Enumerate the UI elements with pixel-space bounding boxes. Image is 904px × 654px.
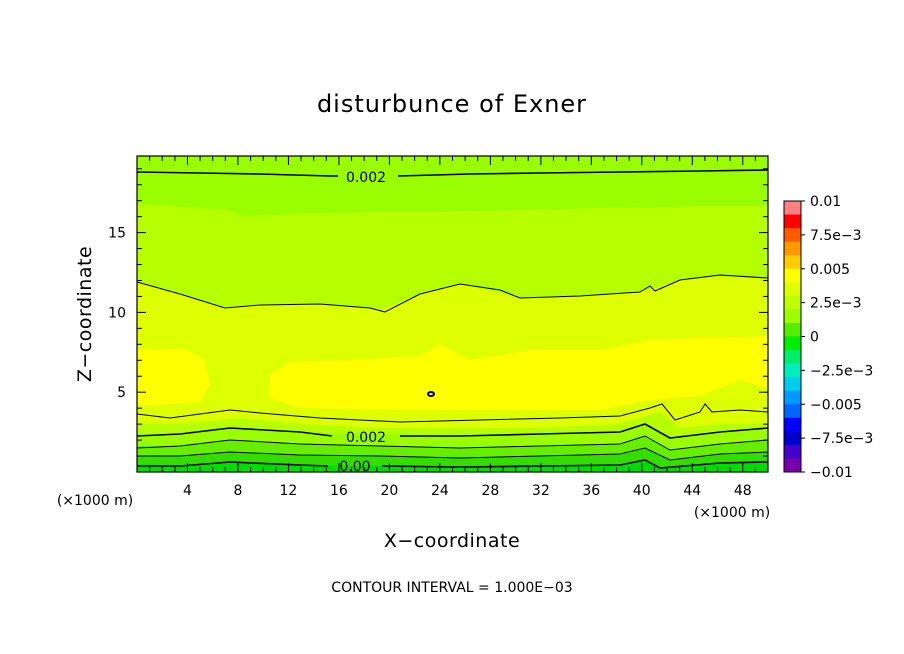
colorbar-swatch	[784, 404, 801, 419]
colorbar-swatch	[784, 431, 801, 446]
colorbar-labels: 0.01 7.5e−3 0.005 2.5e−3 0 −2.5e−3 −0.005 −7.5e…	[801, 194, 873, 481]
colorbar-swatch	[784, 255, 801, 270]
contour-interval-note: CONTOUR INTERVAL = 1.000E−03	[331, 580, 572, 596]
colorbar-swatch	[784, 214, 801, 229]
colorbar-swatch	[784, 241, 801, 256]
colorbar-label: −2.5e−3	[810, 363, 873, 379]
band-yellow-core	[137, 336, 768, 410]
colorbar-swatch	[784, 390, 801, 405]
x-axis-label: X−coordinate	[384, 530, 520, 552]
colorbar-swatch	[784, 444, 801, 459]
band-green-4	[137, 460, 768, 472]
x-axis-ticks: 4 8 12 16 20 24 28 32 36 40 44 48	[149, 156, 756, 499]
colorbar-swatch	[784, 282, 801, 297]
x-tick-label: 40	[633, 483, 651, 499]
x-unit-label-left: (×1000 m)	[57, 493, 133, 509]
y-axis-label: Z−coordinate	[74, 246, 96, 382]
x-tick-label: 48	[734, 483, 752, 499]
x-tick-label: 24	[431, 483, 449, 499]
colorbar-swatch	[784, 363, 801, 378]
x-tick-label: 28	[481, 483, 499, 499]
contour-line-lower-2	[137, 423, 768, 439]
colorbar-label: −0.005	[810, 397, 862, 413]
x-unit-label-right: (×1000 m)	[694, 505, 770, 521]
y-tick-label: 15	[108, 226, 126, 242]
contour-line-lower-4	[137, 447, 768, 461]
contour-line-lower-1	[137, 403, 768, 423]
colorbar-swatch	[784, 377, 801, 392]
contour-line-zero	[137, 459, 768, 469]
contour-small-closed	[427, 391, 435, 397]
x-tick-label: 36	[582, 483, 600, 499]
contour-label-mid: 0.002	[346, 430, 386, 446]
colorbar-swatch	[784, 336, 801, 351]
contour-line-mid	[137, 274, 768, 313]
x-tick-label: 8	[233, 483, 242, 499]
y-tick-label: 5	[117, 385, 126, 401]
contour-label-top: 0.002	[346, 170, 386, 186]
colorbar-swatch	[784, 417, 801, 432]
contour-lines	[137, 169, 768, 469]
colorbar	[784, 201, 801, 473]
x-tick-label: 44	[683, 483, 701, 499]
colorbar-swatch	[784, 350, 801, 365]
colorbar-label: −7.5e−3	[810, 431, 873, 447]
colorbar-swatch	[784, 201, 801, 216]
colorbar-label: 7.5e−3	[810, 228, 862, 244]
colorbar-label: 2.5e−3	[810, 296, 862, 312]
colorbar-swatch	[784, 268, 801, 283]
colorbar-label: 0.005	[810, 262, 850, 278]
x-tick-label: 32	[532, 483, 550, 499]
contour-line-top	[137, 169, 768, 177]
x-tick-label: 16	[330, 483, 348, 499]
contour-line-lower-3	[137, 435, 768, 451]
y-tick-label: 10	[108, 305, 126, 321]
colorbar-swatch	[784, 458, 801, 473]
chart-title: disturbunce of Exner	[317, 90, 587, 118]
colorbar-label: −0.01	[810, 465, 853, 481]
contour-label-zero: 0.00	[339, 459, 370, 475]
colorbar-swatch	[784, 295, 801, 310]
colorbar-swatch	[784, 309, 801, 324]
x-tick-label: 20	[380, 483, 398, 499]
x-tick-label: 12	[280, 483, 298, 499]
colorbar-label: 0.01	[810, 194, 841, 210]
colorbar-label: 0	[810, 330, 819, 346]
y-axis-ticks: 5 10 15	[108, 168, 768, 457]
contour-field	[137, 156, 768, 472]
colorbar-swatch	[784, 322, 801, 337]
x-tick-label: 4	[183, 483, 192, 499]
colorbar-swatch	[784, 228, 801, 243]
contour-labels: 0.002 0.002 0.00	[339, 170, 386, 475]
